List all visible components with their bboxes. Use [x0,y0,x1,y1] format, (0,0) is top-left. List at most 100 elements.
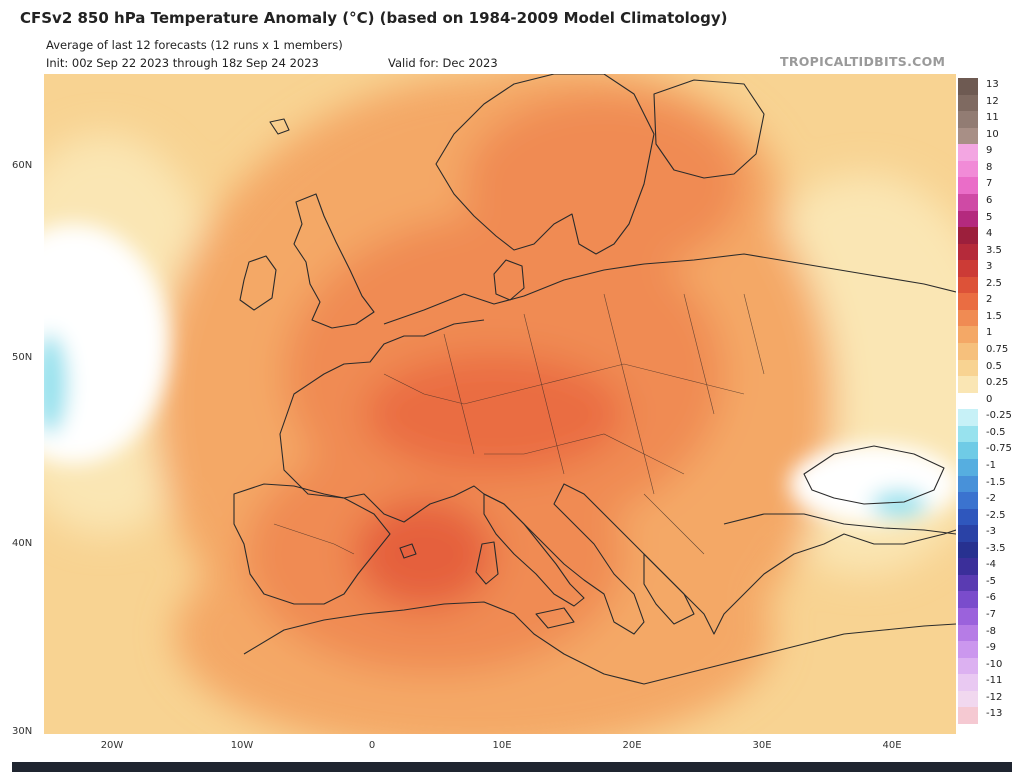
colorbar-step: 9 [958,144,1018,161]
colorbar-swatch [958,475,978,493]
colorbar-swatch [958,492,978,509]
colorbar-label: 1.5 [986,310,1002,322]
anomaly-black-sea-neutral [789,444,956,524]
colorbar-swatch [958,144,978,161]
colorbar-step: -5 [958,574,1018,592]
colorbar-swatch [958,409,978,426]
colorbar-label: -9 [986,642,996,654]
anomaly-alps-core [364,354,624,474]
colorbar-step: 0 [958,392,1018,410]
lat-label-60n: 60N [12,160,33,171]
colorbar-label: -0.75 [986,443,1012,455]
colorbar-swatch [958,376,978,393]
colorbar-swatch [958,260,978,277]
colorbar-step: -12 [958,690,1018,708]
colorbar-swatch [958,343,978,360]
colorbar-swatch [958,293,978,310]
anomaly-scandinavia [464,94,744,274]
colorbar-label: 1 [986,327,993,339]
lon-label-20w: 20W [100,740,124,751]
colorbar-swatch [958,707,978,724]
colorbar-label: 6 [986,194,993,206]
colorbar-swatch [958,210,978,228]
colorbar-label: 12 [986,95,999,107]
colorbar-swatch [958,276,978,294]
colorbar-swatch [958,160,978,178]
colorbar-label: -0.5 [986,426,1006,438]
colorbar-label: 10 [986,128,999,140]
colorbar-step: 1 [958,326,1018,344]
colorbar-step: -2 [958,492,1018,509]
coastlines [233,74,956,685]
lon-label-10w: 10W [230,740,254,751]
colorbar-label: -2.5 [986,509,1006,521]
colorbar-swatch [958,94,978,112]
colorbar-step: -3 [958,525,1018,542]
lon-label-30e: 30E [752,740,772,751]
colorbar-step: -11 [958,674,1018,691]
colorbar-label: -0.25 [986,410,1012,422]
colorbar-step: 4 [958,227,1018,244]
colorbar-label: -2 [986,493,996,505]
lat-label-40n: 40N [12,538,33,549]
colorbar-label: 5 [986,211,993,223]
colorbar-step: 3 [958,260,1018,277]
brand-watermark: TROPICALTIDBITS.COM [780,54,946,69]
colorbar-step: -0.25 [958,409,1018,426]
colorbar-step: -3.5 [958,541,1018,559]
colorbar-step: -7 [958,608,1018,625]
colorbar-label: 11 [986,112,999,124]
colorbar-label: 2 [986,294,993,306]
anomaly-black-sea-cold [871,490,927,518]
colorbar-step: -9 [958,641,1018,658]
colorbar-label: 4 [986,228,993,240]
anomaly-atlantic-cold [44,334,68,434]
valid-time: Valid for: Dec 2023 [388,56,498,70]
colorbar-swatch [958,243,978,261]
lat-label-30n: 30N [12,726,33,737]
colorbar-swatch [958,442,978,459]
colorbar-step: -0.75 [958,442,1018,459]
colorbar-swatch [958,624,978,642]
colorbar-label: -10 [986,658,1003,670]
colorbar-label: 9 [986,145,993,157]
colorbar-step: -0.5 [958,425,1018,443]
colorbar-swatch [958,425,978,443]
colorbar-label: 13 [986,79,999,90]
colorbar-label: 7 [986,178,993,190]
colorbar-swatch [958,657,978,675]
lon-label-20e: 20E [622,740,642,751]
colorbar-swatch [958,177,978,194]
colorbar-label: 3.5 [986,244,1002,256]
colorbar-swatch [958,326,978,344]
colorbar-label: -5 [986,575,996,587]
colorbar-swatch [958,193,978,211]
lon-label-10e: 10E [492,740,512,751]
colorbar-label: -8 [986,625,996,637]
colorbar-label: -1.5 [986,476,1006,488]
map-title: CFSv2 850 hPa Temperature Anomaly (°C) (… [20,9,728,27]
colorbar-step: 12 [958,94,1018,112]
colorbar-step: 0.5 [958,359,1018,377]
header: CFSv2 850 hPa Temperature Anomaly (°C) (… [0,0,1024,74]
colorbar-step: 3.5 [958,243,1018,261]
anomaly-atlantic-neutral [44,224,169,464]
colorbar-step: -2.5 [958,508,1018,526]
colorbar-step: 6 [958,193,1018,211]
colorbar-step: 11 [958,111,1018,128]
colorbar-label: 3 [986,261,993,273]
colorbar-label: 8 [986,161,993,173]
colorbar-swatch [958,127,978,145]
colorbar-label: -7 [986,609,996,621]
footer-bar [12,762,1012,772]
colorbar-swatch [958,674,978,691]
colorbar-label: -3 [986,526,996,538]
colorbar-swatch [958,690,978,708]
colorbar-label: -3.5 [986,542,1006,554]
colorbar-swatch [958,591,978,609]
colorbar-swatch [958,227,978,244]
colorbar-swatch [958,392,978,410]
anomaly-sea-core [354,499,494,609]
colorbar-swatch [958,541,978,559]
colorbar-swatch [958,111,978,128]
